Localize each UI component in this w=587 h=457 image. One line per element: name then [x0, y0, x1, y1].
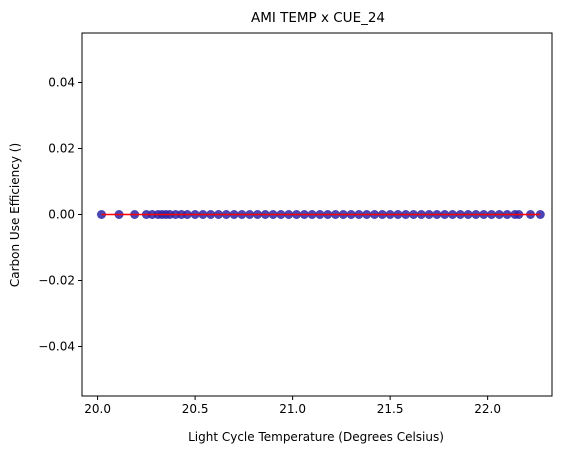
y-tick-label: 0.00 [48, 208, 75, 222]
x-axis-label: Light Cycle Temperature (Degrees Celsius… [188, 430, 444, 444]
y-tick-label: 0.02 [48, 142, 75, 156]
x-tick-label: 20.0 [84, 402, 111, 416]
x-tick-label: 20.5 [182, 402, 209, 416]
x-tick-label: 21.0 [279, 402, 306, 416]
plot-frame [81, 32, 553, 397]
y-tick-label: −0.02 [38, 274, 75, 288]
plot-area [97, 210, 545, 219]
x-axis-ticks: 20.0 20.5 21.0 21.5 22.0 [84, 396, 501, 416]
y-axis-ticks: −0.04 −0.02 0.00 0.02 0.04 [38, 76, 82, 354]
y-tick-label: 0.04 [48, 76, 75, 90]
chart-title: AMI TEMP x CUE_24 [251, 10, 385, 26]
y-tick-label: −0.04 [38, 340, 75, 354]
y-axis-label: Carbon Use Efficiency () [8, 143, 22, 287]
x-tick-label: 22.0 [474, 402, 501, 416]
x-tick-label: 21.5 [377, 402, 404, 416]
